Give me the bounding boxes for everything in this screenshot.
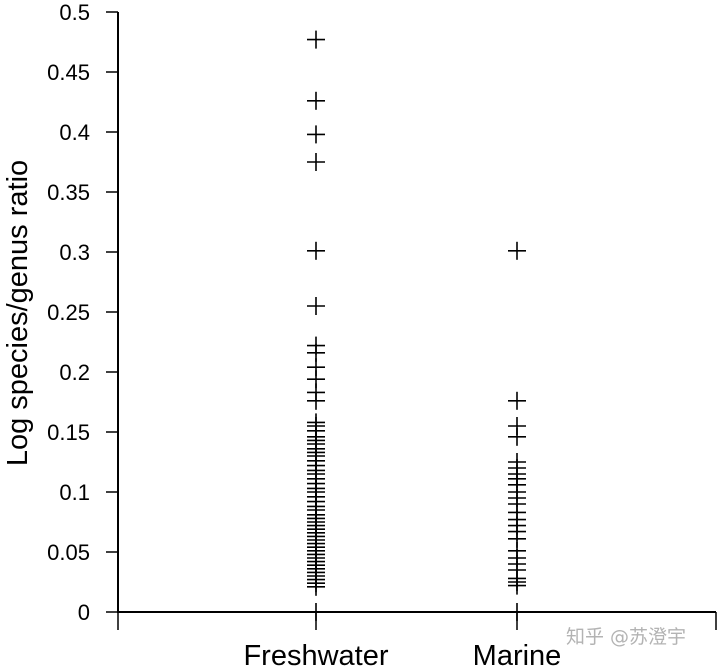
data-point-freshwater xyxy=(307,391,325,410)
data-points xyxy=(307,30,526,621)
data-point-marine xyxy=(508,427,526,446)
y-tick-label: 0.25 xyxy=(47,300,90,325)
y-tick-label: 0.15 xyxy=(47,420,90,445)
y-tick-label: 0.2 xyxy=(59,360,90,385)
y-tick-label: 0.3 xyxy=(59,240,90,265)
data-point-freshwater xyxy=(307,30,325,49)
data-point-freshwater xyxy=(307,153,325,171)
x-tick-label-marine: Marine xyxy=(473,640,562,667)
y-tick-label: 0.5 xyxy=(59,0,90,25)
data-point-marine xyxy=(508,576,526,595)
data-point-marine xyxy=(508,391,526,410)
y-tick-label: 0.05 xyxy=(47,540,90,565)
y-axis-ticks: 0 0.05 0.1 0.15 0.2 0.25 0.3 0.35 0.4 0.45 0.5 xyxy=(47,0,118,625)
y-tick-label: 0.4 xyxy=(59,120,90,145)
data-point-marine xyxy=(508,241,526,260)
y-tick-label: 0 xyxy=(78,600,90,625)
data-point-freshwater xyxy=(307,603,325,621)
y-axis-title: Log species/genus ratio xyxy=(2,160,34,466)
x-tick-label-freshwater: Freshwater xyxy=(243,640,388,667)
data-point-freshwater xyxy=(307,91,325,110)
data-point-freshwater xyxy=(307,241,325,260)
plot-axes xyxy=(117,12,717,630)
y-tick-label: 0.35 xyxy=(47,180,90,205)
data-point-freshwater xyxy=(307,297,325,315)
watermark-text: 知乎 @苏澄宇 xyxy=(566,626,686,648)
y-tick-label: 0.45 xyxy=(47,60,90,85)
data-point-marine xyxy=(508,603,526,621)
x-axis-ticks: Freshwater Marine xyxy=(243,612,561,667)
data-point-freshwater xyxy=(307,125,325,144)
y-tick-label: 0.1 xyxy=(59,480,90,505)
data-point-freshwater xyxy=(307,577,325,596)
